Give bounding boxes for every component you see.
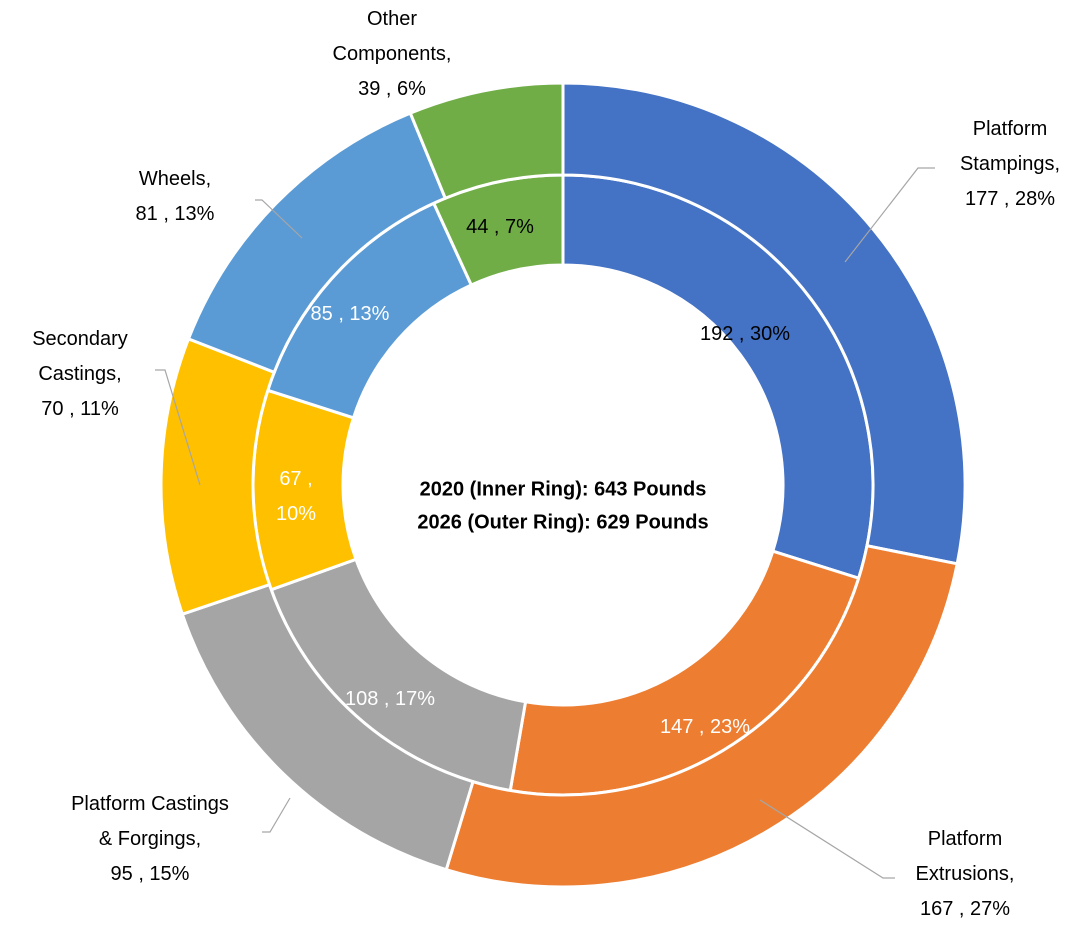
data-label: 192 , 30% [700, 323, 790, 345]
data-label: Wheels, 81 , 13% [136, 168, 215, 225]
data-label: Platform Extrusions, 167 , 27% [916, 828, 1015, 920]
data-label: 67 , 10% [276, 468, 316, 525]
leader-line [255, 199, 303, 239]
annotation: 2026 (Outer Ring): 629 Pounds [417, 511, 708, 533]
leader-line [155, 369, 201, 486]
slice [408, 81, 565, 201]
data-label: Platform Castings & Forgings, 95 , 15% [71, 793, 229, 885]
data-label: Secondary Castings, 70 , 11% [32, 328, 128, 420]
data-label: Platform Stampings, 177 , 28% [960, 118, 1060, 210]
annotation: 2020 (Inner Ring): 643 Pounds [420, 478, 707, 500]
leader-line [759, 799, 895, 879]
data-label: 44 , 7% [466, 216, 534, 238]
slice [561, 81, 967, 566]
leader-line [844, 167, 935, 263]
rings [159, 81, 967, 889]
slice [444, 543, 959, 889]
leader-line [262, 797, 291, 833]
data-label: 85 , 13% [311, 303, 390, 325]
data-label: 108 , 17% [345, 688, 435, 710]
labels: 192 , 30% 147 , 23% 108 , 17% 67 , 10% 85 , 1… [32, 8, 1060, 920]
data-label: Other Components, 39 , 6% [333, 8, 452, 100]
data-label: 147 , 23% [660, 716, 750, 738]
